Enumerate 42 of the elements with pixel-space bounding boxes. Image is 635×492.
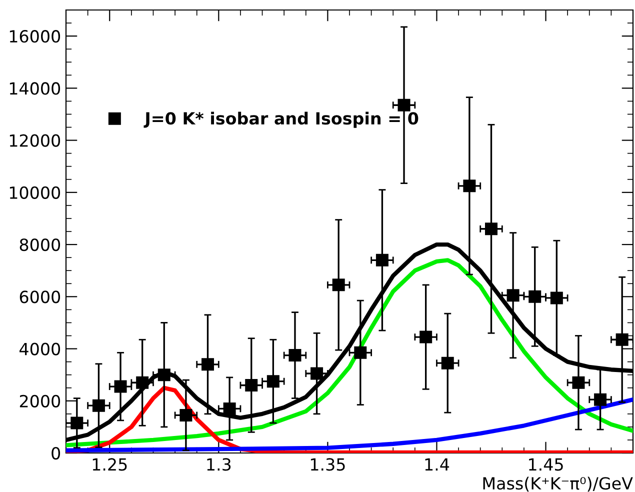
y-tick-label: 8000	[20, 238, 60, 252]
point	[266, 375, 280, 388]
y-tick-label: 12000	[10, 134, 60, 147]
point	[180, 408, 192, 422]
x-tick-label: 1.35	[310, 458, 345, 471]
point	[310, 367, 324, 380]
point	[332, 278, 345, 292]
y-tick-label: 14000	[10, 82, 60, 95]
point	[202, 358, 214, 371]
point	[245, 378, 258, 392]
y-tick-label: 0	[52, 446, 60, 460]
y-tick-label: 2000	[20, 394, 60, 408]
point	[506, 289, 520, 302]
point	[354, 346, 367, 359]
point	[158, 368, 170, 382]
x-tick-label: 1.25	[92, 458, 127, 471]
point	[463, 180, 476, 192]
point	[528, 290, 542, 303]
point	[376, 254, 388, 266]
y-tick-label: 6000	[20, 290, 60, 304]
y-tick-label: 16000	[10, 30, 60, 43]
point	[550, 292, 563, 304]
y-tick-label: 10000	[10, 186, 60, 199]
point	[288, 349, 302, 362]
point	[223, 402, 236, 415]
y-tick-label: 4000	[20, 342, 60, 356]
x-axis-title: Mass(K⁺K⁻π⁰)/GeV	[483, 476, 633, 492]
point	[616, 333, 628, 346]
x-tick-label: 1.3	[207, 458, 231, 471]
x-tick-label: 1.4	[425, 458, 450, 471]
point	[594, 393, 607, 406]
point	[114, 380, 127, 393]
point	[572, 376, 585, 389]
point	[485, 222, 498, 236]
point	[398, 98, 410, 112]
point	[420, 330, 432, 344]
x-tick-label: 1.45	[529, 458, 563, 471]
point	[136, 376, 149, 389]
point	[92, 399, 105, 412]
point	[441, 356, 454, 370]
point	[70, 416, 84, 430]
legend-label: J=0 K* isobar and Isospin = 0	[144, 112, 418, 128]
